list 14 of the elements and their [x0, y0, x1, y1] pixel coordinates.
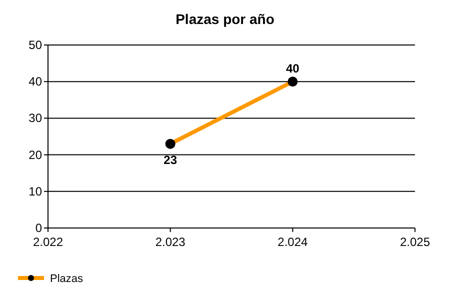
- legend-label: Plazas: [50, 273, 84, 285]
- data-label: 23: [164, 152, 178, 167]
- chart-title: Plazas por año: [176, 11, 274, 27]
- y-tick-label: 10: [28, 184, 42, 198]
- y-tick-label: 30: [28, 111, 42, 126]
- y-tick-label: 20: [28, 148, 42, 162]
- x-tick-label: 2.024: [278, 235, 308, 249]
- y-tick-label: 0: [35, 221, 42, 235]
- y-tick-label: 40: [28, 74, 42, 89]
- x-tick-label: 2.022: [32, 235, 64, 249]
- data-label: 40: [286, 62, 300, 76]
- x-tick-label: 2.023: [155, 235, 186, 249]
- y-tick-label: 50: [28, 38, 42, 52]
- x-tick-label: 2.025: [400, 235, 430, 249]
